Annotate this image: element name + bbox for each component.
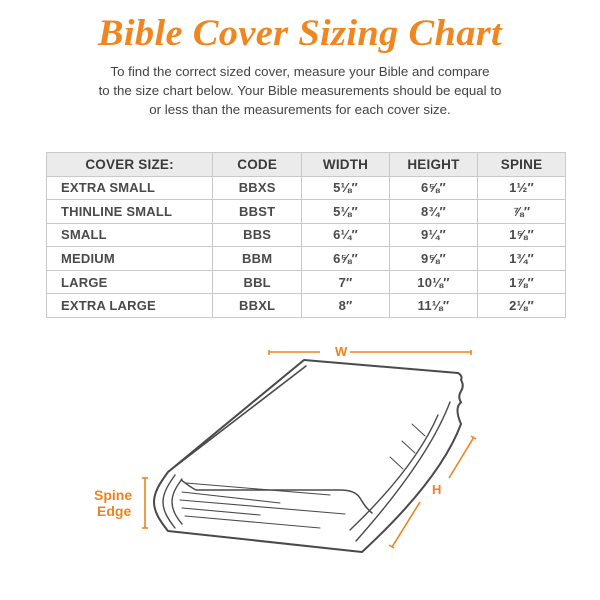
svg-text:H: H <box>432 482 441 497</box>
svg-text:Edge: Edge <box>97 503 131 519</box>
svg-text:Spine: Spine <box>94 487 132 503</box>
svg-text:W: W <box>335 345 348 359</box>
